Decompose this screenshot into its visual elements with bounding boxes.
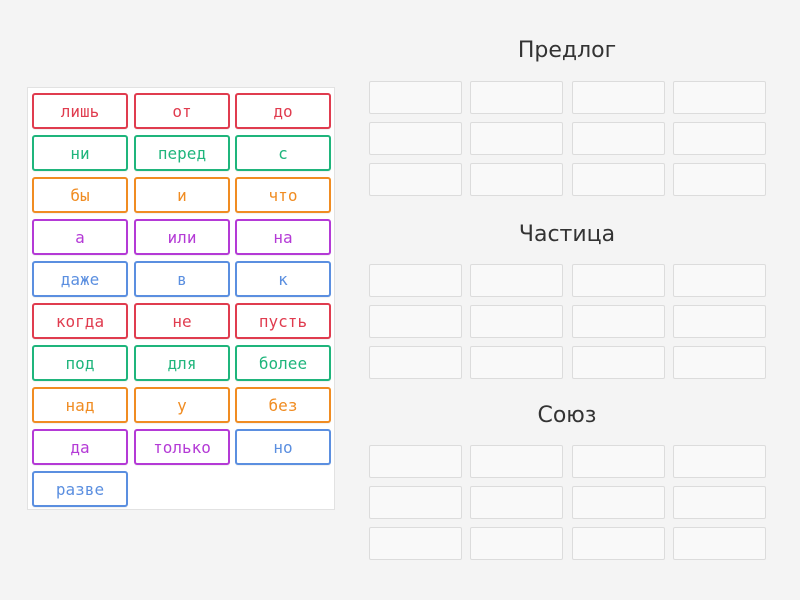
word-tile[interactable]: когда [32, 303, 128, 339]
word-tile[interactable]: под [32, 345, 128, 381]
drop-slot[interactable] [673, 346, 766, 379]
drop-slot[interactable] [673, 264, 766, 297]
drop-slot[interactable] [673, 81, 766, 114]
word-tile[interactable]: или [134, 219, 230, 255]
drop-slot[interactable] [470, 346, 563, 379]
drop-slot[interactable] [470, 445, 563, 478]
drop-slot[interactable] [572, 264, 665, 297]
word-tile[interactable]: до [235, 93, 331, 129]
word-tile[interactable]: над [32, 387, 128, 423]
word-tile[interactable]: что [235, 177, 331, 213]
word-tile[interactable]: да [32, 429, 128, 465]
group-title: Союз [537, 403, 597, 428]
word-tile[interactable]: даже [32, 261, 128, 297]
word-tile[interactable]: с [235, 135, 331, 171]
drop-slot[interactable] [470, 486, 563, 519]
drop-slot[interactable] [673, 486, 766, 519]
drop-slot[interactable] [572, 486, 665, 519]
word-tile[interactable]: на [235, 219, 331, 255]
word-tile[interactable]: пусть [235, 303, 331, 339]
drop-slot[interactable] [673, 122, 766, 155]
word-tile[interactable]: для [134, 345, 230, 381]
word-tile[interactable]: разве [32, 471, 128, 507]
word-tile[interactable]: но [235, 429, 331, 465]
drop-slot[interactable] [572, 81, 665, 114]
word-tile[interactable]: без [235, 387, 331, 423]
word-bank: лишь от до ни перед с бы и что а или на даже в к когда н… [27, 87, 335, 510]
word-tile[interactable]: более [235, 345, 331, 381]
drop-slot[interactable] [369, 81, 462, 114]
word-tile[interactable]: бы [32, 177, 128, 213]
drop-slot[interactable] [470, 264, 563, 297]
drop-slot[interactable] [470, 163, 563, 196]
drop-slot[interactable] [369, 264, 462, 297]
drop-slot[interactable] [369, 527, 462, 560]
drop-slot[interactable] [470, 122, 563, 155]
drop-slot[interactable] [369, 346, 462, 379]
word-tile[interactable]: и [134, 177, 230, 213]
word-tile[interactable]: ни [32, 135, 128, 171]
group-title: Частица [518, 222, 616, 247]
drop-slot[interactable] [572, 346, 665, 379]
word-tile[interactable]: перед [134, 135, 230, 171]
drop-slot[interactable] [572, 163, 665, 196]
word-tile[interactable]: лишь [32, 93, 128, 129]
drop-slot[interactable] [673, 527, 766, 560]
word-tile[interactable]: только [134, 429, 230, 465]
word-tile[interactable]: к [235, 261, 331, 297]
drop-slot[interactable] [470, 527, 563, 560]
word-tile[interactable]: а [32, 219, 128, 255]
drop-slot[interactable] [673, 445, 766, 478]
drop-slot[interactable] [572, 445, 665, 478]
drop-slot[interactable] [673, 163, 766, 196]
drop-slot[interactable] [572, 122, 665, 155]
word-tile[interactable]: в [134, 261, 230, 297]
drop-slot[interactable] [673, 305, 766, 338]
drop-slot[interactable] [572, 527, 665, 560]
group-title: Предлог [517, 38, 617, 63]
drop-slot[interactable] [369, 163, 462, 196]
word-tile[interactable]: от [134, 93, 230, 129]
drop-slot[interactable] [572, 305, 665, 338]
drop-slot[interactable] [470, 305, 563, 338]
word-tile[interactable]: не [134, 303, 230, 339]
drop-slot[interactable] [369, 305, 462, 338]
drop-slot[interactable] [369, 445, 462, 478]
drop-slot[interactable] [470, 81, 563, 114]
drop-slot[interactable] [369, 122, 462, 155]
drop-slot[interactable] [369, 486, 462, 519]
word-tile[interactable]: у [134, 387, 230, 423]
